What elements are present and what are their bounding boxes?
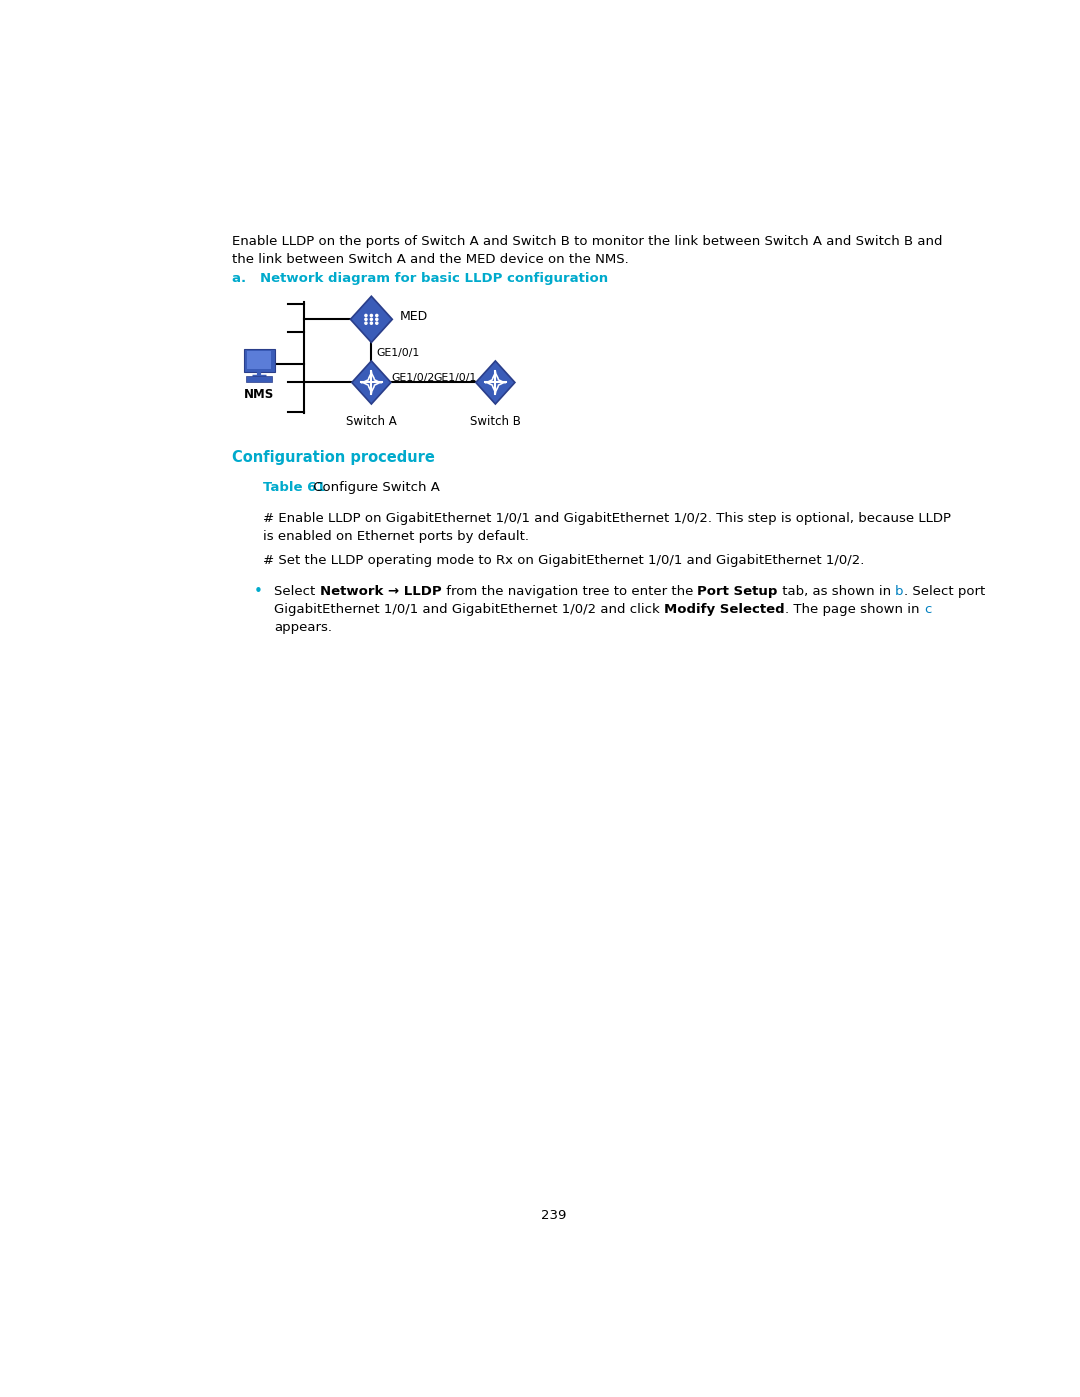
- Text: # Set the LLDP operating mode to Rx on GigabitEthernet 1/0/1 and GigabitEthernet: # Set the LLDP operating mode to Rx on G…: [262, 555, 864, 567]
- Text: GE1/0/1: GE1/0/1: [433, 373, 476, 383]
- Text: Modify Selected: Modify Selected: [664, 604, 785, 616]
- Text: a.   Network diagram for basic LLDP configuration: a. Network diagram for basic LLDP config…: [232, 271, 608, 285]
- Polygon shape: [476, 360, 515, 404]
- Text: Select: Select: [274, 585, 320, 598]
- Text: Configure Switch A: Configure Switch A: [309, 481, 441, 495]
- Text: MED: MED: [400, 310, 428, 323]
- Text: •: •: [254, 584, 262, 599]
- Text: NMS: NMS: [244, 388, 274, 401]
- Text: Network → LLDP: Network → LLDP: [320, 585, 442, 598]
- Text: GE1/0/1: GE1/0/1: [376, 348, 419, 358]
- Text: appears.: appears.: [274, 622, 333, 634]
- Text: Enable LLDP on the ports of Switch A and Switch B to monitor the link between Sw: Enable LLDP on the ports of Switch A and…: [232, 235, 943, 247]
- FancyBboxPatch shape: [243, 349, 274, 372]
- Text: c: c: [923, 604, 931, 616]
- Text: . Select port: . Select port: [904, 585, 985, 598]
- Polygon shape: [350, 296, 392, 342]
- Text: Configuration procedure: Configuration procedure: [232, 450, 435, 465]
- Text: from the navigation tree to enter the: from the navigation tree to enter the: [442, 585, 698, 598]
- Text: the link between Switch A and the MED device on the NMS.: the link between Switch A and the MED de…: [232, 253, 629, 265]
- Text: Switch A: Switch A: [346, 415, 396, 427]
- Text: b: b: [895, 585, 904, 598]
- Polygon shape: [352, 360, 391, 404]
- Circle shape: [376, 319, 378, 320]
- Text: Port Setup: Port Setup: [698, 585, 778, 598]
- Text: Table 61: Table 61: [262, 481, 325, 495]
- Text: Switch B: Switch B: [470, 415, 521, 427]
- Circle shape: [370, 314, 373, 317]
- Circle shape: [370, 319, 373, 320]
- FancyBboxPatch shape: [247, 352, 271, 369]
- Text: GigabitEthernet 1/0/1 and GigabitEthernet 1/0/2 and click: GigabitEthernet 1/0/1 and GigabitEtherne…: [274, 604, 664, 616]
- Text: is enabled on Ethernet ports by default.: is enabled on Ethernet ports by default.: [262, 529, 529, 543]
- Circle shape: [370, 323, 373, 324]
- Circle shape: [365, 323, 367, 324]
- Text: . The page shown in: . The page shown in: [785, 604, 923, 616]
- Text: tab, as shown in: tab, as shown in: [778, 585, 895, 598]
- Circle shape: [365, 319, 367, 320]
- Circle shape: [365, 314, 367, 317]
- Circle shape: [376, 314, 378, 317]
- Text: GE1/0/2: GE1/0/2: [392, 373, 435, 383]
- FancyBboxPatch shape: [246, 376, 272, 383]
- Circle shape: [376, 323, 378, 324]
- Text: # Enable LLDP on GigabitEthernet 1/0/1 and GigabitEthernet 1/0/2. This step is o: # Enable LLDP on GigabitEthernet 1/0/1 a…: [262, 511, 950, 525]
- Text: 239: 239: [541, 1208, 566, 1222]
